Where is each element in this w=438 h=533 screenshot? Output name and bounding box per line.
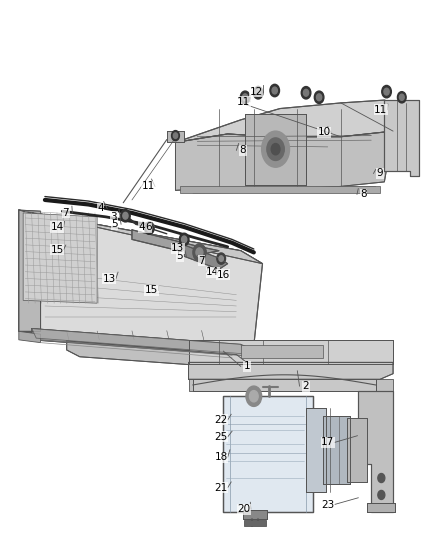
- Circle shape: [217, 253, 226, 264]
- Circle shape: [317, 94, 322, 101]
- Text: 9: 9: [377, 168, 383, 179]
- Circle shape: [384, 88, 389, 95]
- Polygon shape: [132, 230, 219, 255]
- Circle shape: [261, 131, 290, 167]
- Text: 10: 10: [318, 127, 331, 138]
- Text: 2: 2: [303, 381, 309, 391]
- Polygon shape: [19, 332, 41, 343]
- Text: 8: 8: [240, 146, 246, 155]
- Circle shape: [173, 133, 178, 139]
- Text: 14: 14: [206, 267, 219, 277]
- Circle shape: [314, 91, 324, 103]
- Polygon shape: [19, 210, 262, 264]
- Circle shape: [196, 248, 203, 257]
- Text: 5: 5: [177, 252, 183, 261]
- Polygon shape: [32, 328, 245, 354]
- Text: 11: 11: [237, 97, 250, 107]
- Polygon shape: [347, 418, 367, 482]
- Circle shape: [243, 94, 248, 101]
- Text: 8: 8: [360, 189, 367, 199]
- Polygon shape: [223, 396, 313, 512]
- Text: 7: 7: [198, 256, 205, 266]
- Text: 5: 5: [111, 219, 118, 229]
- Polygon shape: [167, 131, 184, 142]
- Circle shape: [301, 86, 311, 99]
- Circle shape: [193, 244, 206, 261]
- Circle shape: [250, 391, 258, 402]
- Text: 3: 3: [110, 212, 117, 222]
- Polygon shape: [245, 114, 306, 185]
- Text: 13: 13: [102, 274, 116, 284]
- Text: 23: 23: [321, 499, 335, 510]
- Circle shape: [172, 131, 180, 141]
- Polygon shape: [23, 213, 97, 303]
- Circle shape: [378, 473, 385, 482]
- Polygon shape: [188, 379, 393, 391]
- Circle shape: [272, 87, 277, 94]
- Text: 20: 20: [238, 504, 251, 514]
- Circle shape: [304, 90, 309, 96]
- Polygon shape: [193, 379, 376, 391]
- Circle shape: [240, 91, 250, 103]
- Polygon shape: [67, 341, 245, 368]
- Text: 11: 11: [142, 181, 155, 191]
- Polygon shape: [358, 391, 393, 512]
- Circle shape: [271, 143, 280, 155]
- Text: 7: 7: [63, 208, 69, 218]
- Polygon shape: [244, 520, 265, 526]
- Text: 15: 15: [145, 285, 158, 295]
- Text: 17: 17: [321, 438, 335, 448]
- Circle shape: [270, 84, 279, 96]
- Polygon shape: [176, 131, 393, 190]
- Polygon shape: [306, 408, 325, 492]
- Circle shape: [255, 90, 261, 96]
- Polygon shape: [323, 416, 350, 483]
- Text: 12: 12: [249, 87, 263, 96]
- Polygon shape: [184, 245, 228, 269]
- Text: 21: 21: [215, 482, 228, 492]
- Text: 4: 4: [97, 204, 104, 213]
- Text: 13: 13: [171, 244, 184, 254]
- Polygon shape: [188, 362, 393, 379]
- Text: 22: 22: [215, 415, 228, 425]
- Polygon shape: [243, 510, 267, 519]
- Polygon shape: [176, 100, 410, 142]
- Circle shape: [123, 212, 128, 219]
- Circle shape: [147, 225, 152, 231]
- Polygon shape: [180, 187, 380, 193]
- Circle shape: [399, 94, 404, 100]
- Circle shape: [182, 236, 187, 243]
- Text: 15: 15: [50, 245, 64, 255]
- Circle shape: [120, 209, 130, 222]
- Circle shape: [199, 249, 204, 255]
- Circle shape: [378, 490, 385, 499]
- Circle shape: [197, 246, 206, 257]
- Polygon shape: [385, 100, 419, 176]
- Text: 4: 4: [138, 222, 145, 232]
- Polygon shape: [19, 210, 262, 350]
- Text: 18: 18: [215, 452, 228, 462]
- Text: 6: 6: [145, 222, 152, 232]
- Circle shape: [397, 92, 406, 103]
- Circle shape: [253, 86, 263, 99]
- Circle shape: [219, 256, 223, 261]
- Polygon shape: [188, 340, 393, 364]
- Text: 11: 11: [374, 104, 388, 115]
- Circle shape: [267, 138, 284, 160]
- Polygon shape: [367, 503, 395, 512]
- Text: 1: 1: [244, 361, 251, 372]
- Text: 16: 16: [217, 270, 230, 280]
- Text: 25: 25: [215, 432, 228, 442]
- Circle shape: [382, 85, 391, 98]
- Polygon shape: [241, 345, 323, 358]
- Text: 14: 14: [50, 222, 64, 232]
- Polygon shape: [19, 210, 41, 332]
- Circle shape: [145, 222, 154, 235]
- Circle shape: [246, 386, 261, 406]
- Circle shape: [180, 233, 189, 246]
- Polygon shape: [32, 328, 254, 356]
